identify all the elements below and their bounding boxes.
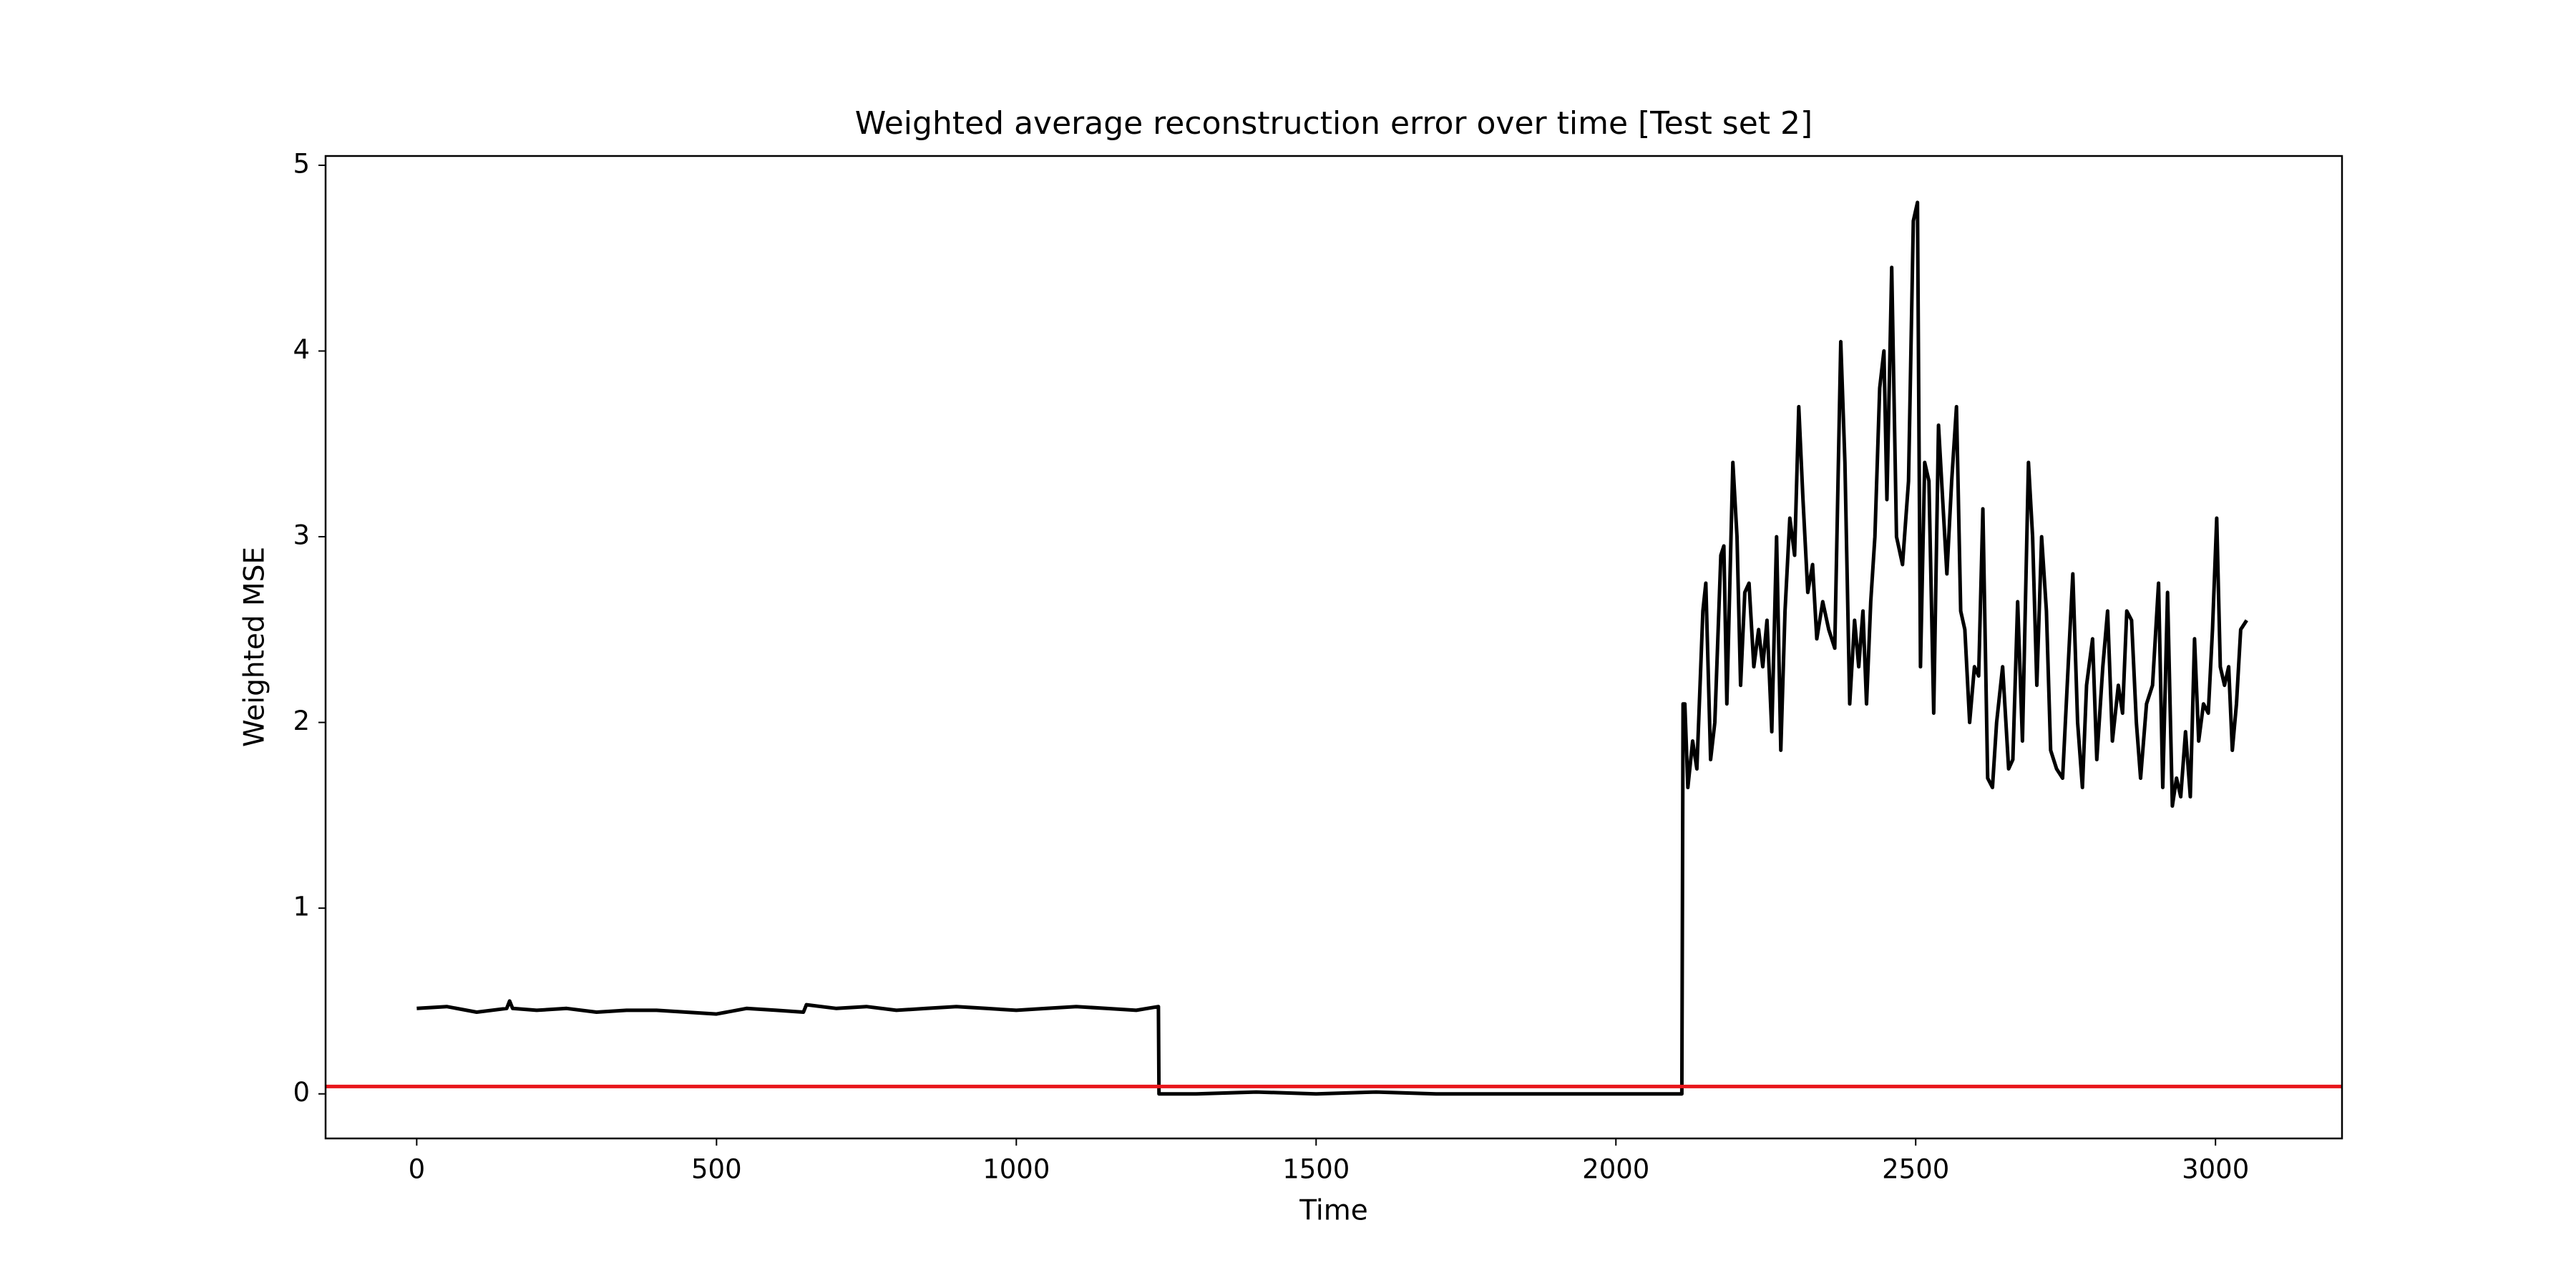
y-tick-label: 4 (293, 334, 310, 365)
y-tick-label: 3 (293, 520, 310, 551)
plot-frame (324, 155, 2343, 1140)
y-tick-label: 0 (293, 1077, 310, 1108)
x-tick-label: 0 (409, 1154, 426, 1185)
y-tick-label: 2 (293, 706, 310, 736)
x-tick-label: 1000 (982, 1154, 1050, 1185)
x-tick-label: 1500 (1282, 1154, 1350, 1185)
x-tick-label: 3000 (2182, 1154, 2249, 1185)
y-tick-label: 5 (293, 148, 310, 179)
y-axis-label: Weighted MSE (239, 547, 271, 747)
x-tick-label: 500 (691, 1154, 742, 1185)
data-line (416, 200, 2248, 1096)
x-axis-label: Time (1299, 1195, 1367, 1227)
x-tick-label: 2500 (1882, 1154, 1949, 1185)
y-tick-label: 1 (293, 892, 310, 922)
x-tick-label: 2000 (1582, 1154, 1649, 1185)
chart-title: Weighted average reconstruction error ov… (855, 105, 1813, 142)
